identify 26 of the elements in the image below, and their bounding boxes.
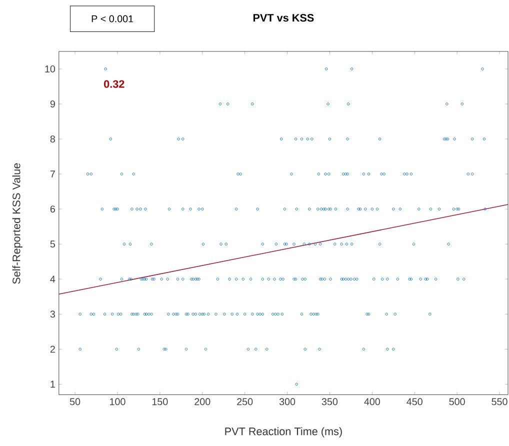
chart-title: PVT vs KSS: [253, 14, 314, 22]
x-tick-label: 350: [322, 398, 338, 406]
x-axis-title: PVT Reaction Time (ms): [225, 427, 342, 438]
x-tick-label: 150: [152, 398, 168, 406]
x-tick-label: 550: [492, 398, 508, 406]
x-tick-label: 200: [194, 398, 210, 406]
y-axis-title: Self-Reported KSS Value: [12, 163, 22, 284]
x-tick-label: 450: [406, 398, 422, 406]
y-tick-label: 3: [50, 310, 55, 318]
annotation: 0.32: [104, 80, 124, 88]
x-tick-label: 500: [449, 398, 465, 406]
y-tick-label: 8: [50, 135, 55, 142]
text: P < 0.001: [92, 15, 134, 22]
y-tick-label: 9: [50, 100, 55, 108]
y-tick-label: 7: [50, 170, 55, 178]
x-tick-label: 300: [279, 398, 296, 406]
y-tick-label: 5: [50, 240, 56, 248]
y-tick-label: 4: [50, 276, 56, 282]
y-tick-label: 6: [50, 206, 55, 212]
y-tick-label: 10: [45, 65, 56, 72]
y-tick-label: 2: [50, 346, 55, 353]
y-tick-label: 1: [50, 380, 55, 388]
x-tick-label: 250: [237, 398, 253, 406]
x-tick-label: 50: [70, 398, 80, 406]
x-tick-label: 100: [110, 398, 126, 406]
x-tick-label: 400: [364, 398, 380, 406]
